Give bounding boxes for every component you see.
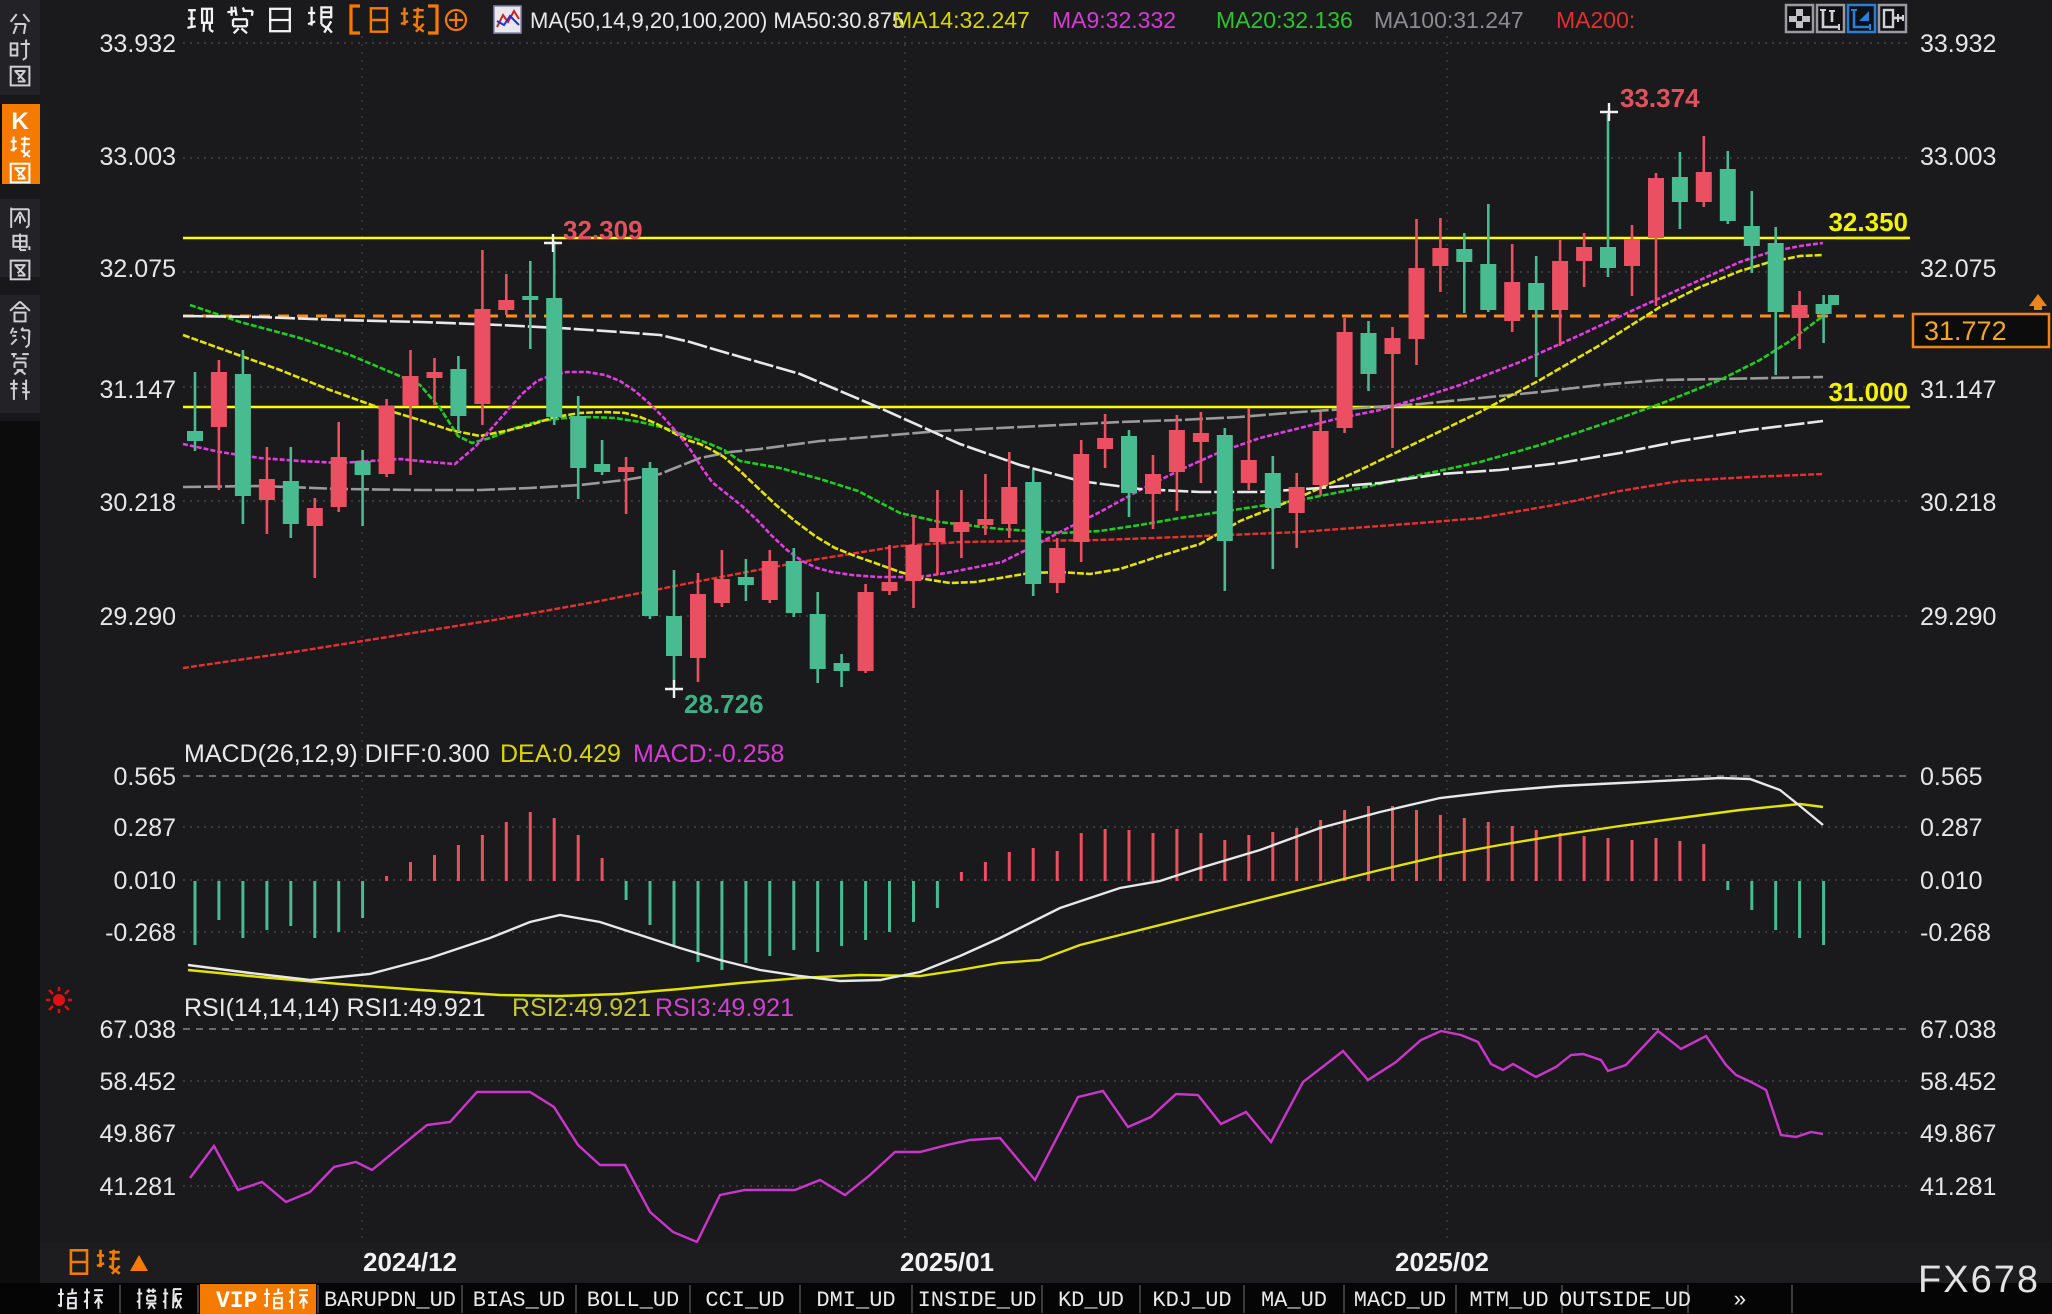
svg-text:33.932: 33.932 (1920, 30, 1996, 58)
svg-text:0.287: 0.287 (113, 814, 176, 842)
svg-text:32.350: 32.350 (1828, 207, 1908, 237)
svg-text:MACD:-0.258: MACD:-0.258 (633, 740, 784, 768)
svg-text:INSIDE_UD: INSIDE_UD (918, 1288, 1037, 1313)
svg-text:33.003: 33.003 (1920, 143, 1996, 171)
svg-text:32.075: 32.075 (100, 255, 176, 283)
svg-text:31.772: 31.772 (1924, 316, 2007, 346)
svg-text:41.281: 41.281 (100, 1173, 176, 1201)
svg-text:BOLL_UD: BOLL_UD (587, 1288, 679, 1313)
svg-text:»: » (1733, 1288, 1746, 1313)
svg-text:MA(50,14,9,20,100,200) MA50:30: MA(50,14,9,20,100,200) MA50:30.875 (530, 8, 904, 33)
svg-text:MTM_UD: MTM_UD (1469, 1288, 1548, 1313)
svg-text:2024/12: 2024/12 (363, 1247, 457, 1277)
svg-text:29.290: 29.290 (100, 603, 176, 631)
svg-text:67.038: 67.038 (1920, 1016, 1996, 1044)
svg-text:0.287: 0.287 (1920, 814, 1983, 842)
svg-text:MA14:32.247: MA14:32.247 (893, 7, 1030, 33)
svg-text:MA200:: MA200: (1556, 7, 1635, 33)
svg-text:MA9:32.332: MA9:32.332 (1052, 7, 1176, 33)
svg-text:MACD_UD: MACD_UD (1354, 1288, 1446, 1313)
svg-text:VIP: VIP (216, 1288, 257, 1314)
svg-text:58.452: 58.452 (1920, 1068, 1996, 1096)
svg-text:2025/01: 2025/01 (900, 1247, 994, 1277)
svg-text:BIAS_UD: BIAS_UD (473, 1288, 565, 1313)
svg-text:FX678: FX678 (1918, 1259, 2040, 1301)
svg-text:0.565: 0.565 (1920, 763, 1983, 791)
svg-text:MA_UD: MA_UD (1261, 1288, 1327, 1313)
svg-text:0.010: 0.010 (1920, 867, 1983, 895)
svg-text:RSI3:49.921: RSI3:49.921 (655, 994, 794, 1022)
svg-text:MACD(26,12,9) DIFF:0.300: MACD(26,12,9) DIFF:0.300 (184, 740, 490, 768)
svg-text:31.000: 31.000 (1828, 377, 1908, 407)
svg-text:0.010: 0.010 (113, 867, 176, 895)
svg-text:DEA:0.429: DEA:0.429 (500, 740, 621, 768)
svg-text:33.374: 33.374 (1620, 83, 1700, 113)
svg-text:28.726: 28.726 (684, 689, 764, 719)
svg-text:31.147: 31.147 (1920, 376, 1996, 404)
svg-text:30.218: 30.218 (100, 489, 176, 517)
svg-text:KD_UD: KD_UD (1058, 1288, 1124, 1313)
svg-text:31.147: 31.147 (100, 376, 176, 404)
svg-text:MA100:31.247: MA100:31.247 (1374, 7, 1524, 33)
svg-text:49.867: 49.867 (1920, 1120, 1996, 1148)
svg-text:30.218: 30.218 (1920, 489, 1996, 517)
svg-text:32.309: 32.309 (563, 215, 643, 245)
svg-text:67.038: 67.038 (100, 1016, 176, 1044)
svg-text:-0.268: -0.268 (1920, 919, 1991, 947)
svg-text:MA20:32.136: MA20:32.136 (1216, 7, 1353, 33)
svg-text:DMI_UD: DMI_UD (816, 1288, 895, 1313)
svg-text:33.932: 33.932 (100, 30, 176, 58)
svg-text:33.003: 33.003 (100, 143, 176, 171)
svg-text:0.565: 0.565 (113, 763, 176, 791)
svg-text:32.075: 32.075 (1920, 255, 1996, 283)
svg-text:RSI(14,14,14) RSI1:49.921: RSI(14,14,14) RSI1:49.921 (184, 994, 486, 1022)
svg-text:-0.268: -0.268 (105, 919, 176, 947)
svg-text:49.867: 49.867 (100, 1120, 176, 1148)
svg-text:K: K (11, 108, 29, 135)
svg-text:RSI2:49.921: RSI2:49.921 (512, 994, 651, 1022)
svg-text:KDJ_UD: KDJ_UD (1152, 1288, 1231, 1313)
svg-text:2025/02: 2025/02 (1395, 1247, 1489, 1277)
svg-text:BARUPDN_UD: BARUPDN_UD (324, 1288, 456, 1313)
svg-text:CCI_UD: CCI_UD (705, 1288, 784, 1313)
svg-text:58.452: 58.452 (100, 1068, 176, 1096)
svg-text:OUTSIDE_UD: OUTSIDE_UD (1559, 1288, 1691, 1313)
svg-text:41.281: 41.281 (1920, 1173, 1996, 1201)
svg-text:29.290: 29.290 (1920, 603, 1996, 631)
